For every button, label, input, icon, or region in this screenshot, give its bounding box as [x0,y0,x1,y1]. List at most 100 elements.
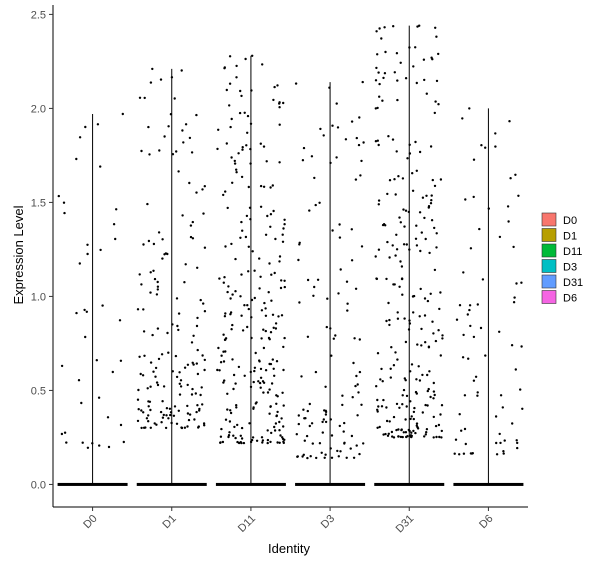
data-point [424,237,427,241]
data-point [258,257,261,260]
data-point [395,52,399,55]
data-point [472,335,476,339]
data-point [441,334,444,337]
data-point [270,299,273,302]
data-point [358,370,362,374]
data-point [355,374,358,378]
data-point [498,235,502,239]
data-point [389,376,392,379]
data-point [332,337,335,340]
data-point [341,394,344,397]
data-point [99,248,102,252]
data-point [223,67,226,70]
legend-swatch [541,243,557,258]
data-point [229,411,233,415]
data-point [295,433,298,436]
data-point [313,285,316,289]
data-point [121,112,125,116]
data-point [408,319,411,322]
data-point [138,96,142,100]
data-point [392,415,396,419]
data-point [225,142,228,145]
data-point [278,420,281,424]
data-point [433,111,436,115]
data-point [190,151,194,154]
data-point [345,280,349,283]
data-point [355,444,358,447]
data-point [430,194,433,197]
data-point [189,224,193,227]
data-point [202,422,206,425]
data-point [236,423,239,427]
data-point [186,412,190,415]
data-point [298,243,301,246]
data-point [403,225,406,228]
data-point [412,311,415,314]
data-point [404,340,408,344]
data-point [171,323,174,326]
data-point [382,398,385,402]
data-point [336,449,339,453]
data-point [273,374,276,377]
data-point [414,46,417,49]
data-point [329,327,332,330]
data-point [502,450,505,453]
data-point [191,387,194,391]
data-point [306,335,310,338]
data-point [262,391,265,394]
data-point [252,406,255,409]
data-point [498,330,501,333]
data-point [155,293,159,296]
data-point [177,328,180,332]
data-point [377,248,381,251]
data-point [75,157,78,161]
data-point [276,441,279,444]
data-point [506,205,510,208]
data-point [507,220,510,223]
data-point [244,57,247,61]
data-point [406,157,409,160]
data-point [469,452,473,455]
data-point [180,426,184,430]
data-point [478,227,481,231]
data-point [303,439,306,442]
data-point [453,452,456,455]
data-point [167,125,170,128]
data-point [314,203,317,207]
zero-cluster-D3 [295,482,366,486]
data-point [440,436,443,439]
data-point [196,348,199,352]
data-point [201,403,204,406]
data-point [195,191,198,194]
data-point [140,409,143,412]
data-point [386,434,390,437]
data-point [514,173,517,176]
data-point [476,303,479,306]
data-point [259,205,263,208]
data-point [234,290,237,293]
data-point [320,451,323,454]
data-point [377,143,380,147]
data-point [435,435,438,439]
data-point [409,370,412,373]
data-point [272,209,275,213]
data-point [261,63,264,66]
data-point [138,355,141,358]
data-point [324,420,328,424]
data-point [229,125,232,129]
y-tick-label: 1.0 [31,291,46,303]
data-point [408,152,412,155]
data-point [283,285,286,289]
x-tick-label: D0 [81,513,99,531]
data-point [405,405,408,408]
data-point [190,341,194,344]
data-point [382,433,385,436]
data-point [147,414,150,417]
data-point [265,160,268,163]
data-point [395,428,398,432]
data-point [188,136,192,140]
data-point [324,413,328,416]
data-point [404,431,408,434]
data-point [412,429,415,433]
data-point [422,58,426,61]
